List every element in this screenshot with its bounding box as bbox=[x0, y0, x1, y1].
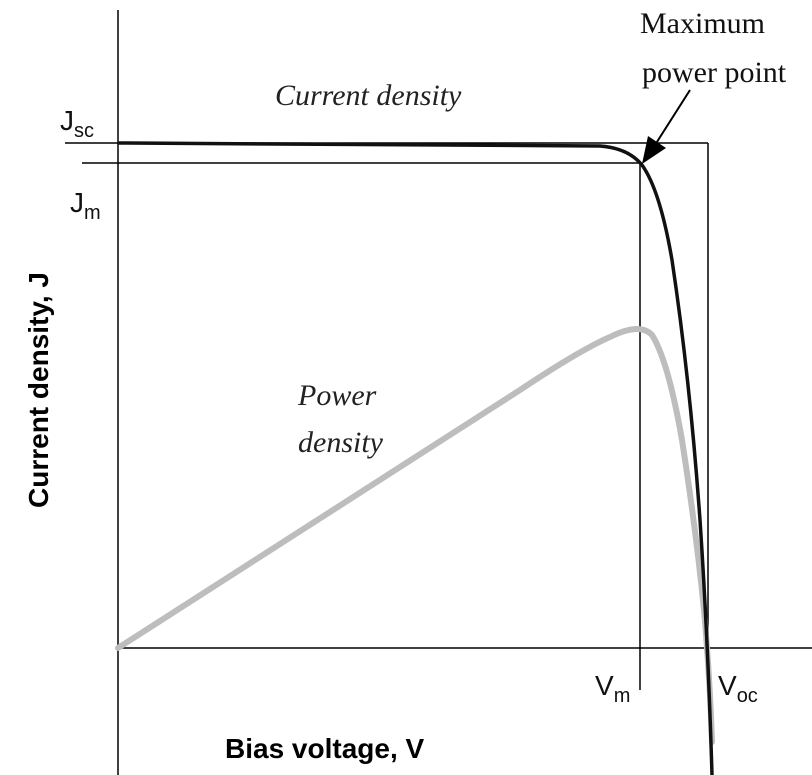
voc-label: Voc bbox=[718, 670, 758, 707]
arrow-line bbox=[654, 89, 691, 146]
curve-label: density bbox=[298, 426, 384, 459]
label-sub: oc bbox=[737, 685, 758, 707]
label-sub: m bbox=[84, 202, 101, 224]
vm-label: Vm bbox=[595, 670, 630, 707]
jm-label: Jm bbox=[70, 187, 101, 224]
label-main: J bbox=[70, 187, 84, 218]
power-curve bbox=[115, 326, 715, 745]
annotation: Maximum bbox=[640, 7, 765, 40]
curve-label: Power bbox=[297, 379, 377, 412]
jsc-label: Jsc bbox=[60, 105, 94, 142]
arrow-head bbox=[642, 136, 666, 164]
curve-label: Current density bbox=[275, 79, 462, 112]
current-curve bbox=[117, 141, 714, 775]
label-main: J bbox=[60, 105, 74, 136]
label-sub: m bbox=[614, 685, 631, 707]
label-main: V bbox=[595, 670, 614, 701]
annotation: power point bbox=[642, 56, 787, 89]
label-sub: sc bbox=[74, 120, 94, 142]
y-axis-label: Current density, J bbox=[23, 272, 54, 508]
label-main: V bbox=[718, 670, 737, 701]
x-axis-label: Bias voltage, V bbox=[225, 733, 425, 764]
